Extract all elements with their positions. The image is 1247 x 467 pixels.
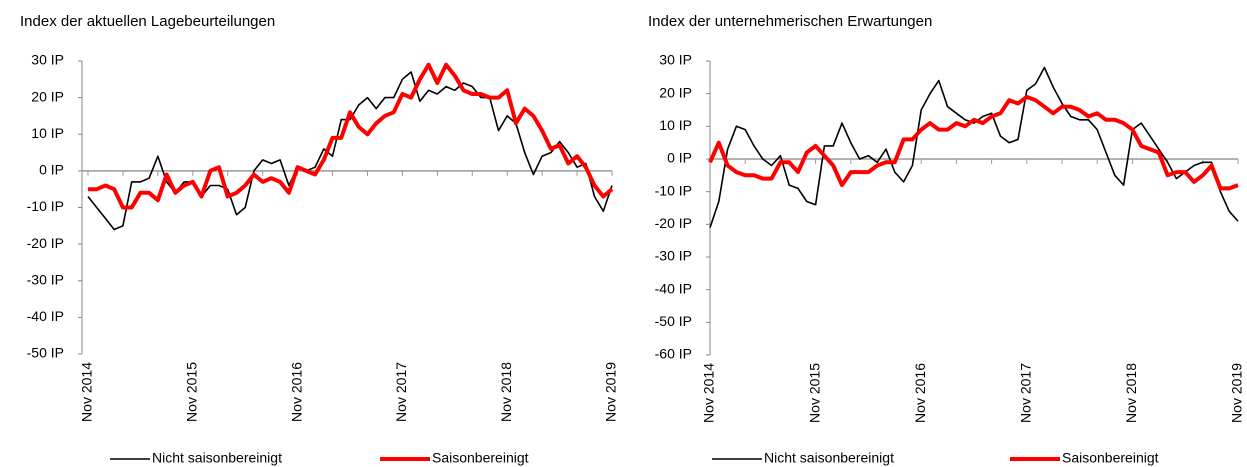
x-tick-label: Nov 2019	[1229, 363, 1245, 423]
data-line	[87, 71, 613, 231]
legend-label: Nicht saisonbereinigt	[764, 450, 894, 466]
chart-title: Index der unternehmerischen Erwartungen	[648, 13, 932, 30]
y-tick-label: -10 IP	[27, 198, 64, 214]
y-tick-label: 0 IP	[667, 150, 692, 166]
data-line	[709, 66, 1239, 228]
x-tick-label: Nov 2014	[79, 362, 95, 422]
y-tick-label: -10 IP	[655, 182, 692, 198]
x-tick-label: Nov 2015	[806, 363, 822, 423]
y-tick-label: 10 IP	[31, 125, 64, 141]
y-tick-label: -50 IP	[27, 345, 64, 361]
y-tick-label: -20 IP	[655, 215, 692, 231]
y-tick-label: -30 IP	[655, 248, 692, 264]
x-tick-label: Nov 2016	[288, 362, 304, 422]
data-line	[708, 94, 1239, 191]
x-tick-label: Nov 2018	[1123, 363, 1139, 423]
x-tick-label: Nov 2018	[498, 362, 514, 422]
y-tick-label: -50 IP	[655, 313, 692, 329]
x-tick-label: Nov 2017	[1018, 363, 1034, 423]
x-tick-label: Nov 2017	[393, 362, 409, 422]
y-tick-label: 30 IP	[659, 52, 692, 68]
y-tick-label: -20 IP	[27, 235, 64, 251]
y-tick-label: -30 IP	[27, 271, 64, 287]
y-tick-label: 20 IP	[31, 88, 64, 104]
y-tick-label: 30 IP	[31, 52, 64, 68]
y-tick-label: 10 IP	[659, 117, 692, 133]
y-tick-label: 0 IP	[39, 162, 64, 178]
legend-label: Saisonbereinigt	[1062, 450, 1159, 466]
chart-title: Index der aktuellen Lagebeurteilungen	[20, 13, 275, 30]
y-tick-label: -60 IP	[655, 346, 692, 362]
legend-label: Nicht saisonbereinigt	[152, 450, 282, 466]
x-tick-label: Nov 2015	[184, 362, 200, 422]
x-tick-label: Nov 2016	[912, 363, 928, 423]
y-tick-label: -40 IP	[27, 308, 64, 324]
x-tick-label: Nov 2014	[701, 363, 717, 423]
y-tick-label: -40 IP	[655, 280, 692, 296]
y-tick-label: 20 IP	[659, 84, 692, 100]
legend-label: Saisonbereinigt	[432, 450, 529, 466]
x-tick-label: Nov 2019	[603, 362, 619, 422]
data-line	[88, 62, 614, 210]
